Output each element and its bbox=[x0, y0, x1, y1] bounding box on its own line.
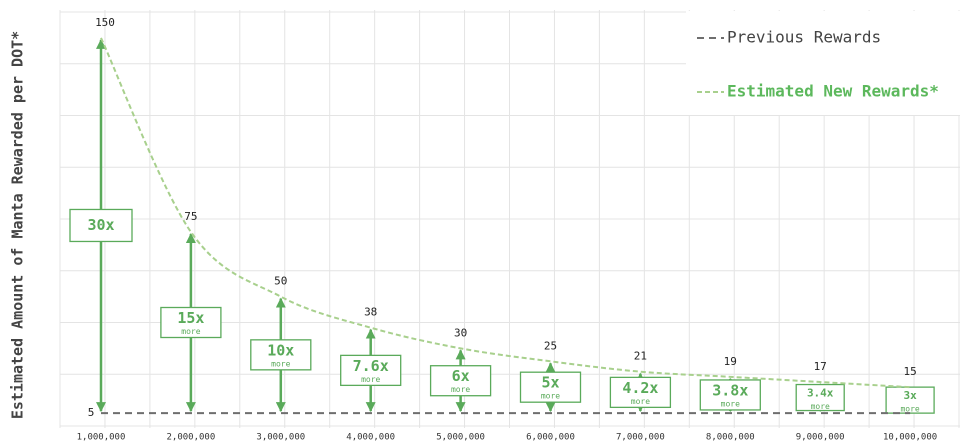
multiplier-sublabel: more bbox=[451, 385, 470, 394]
multiplier-sublabel: more bbox=[271, 359, 290, 368]
multiplier-label: 15x bbox=[177, 309, 204, 327]
multiplier-label: 3x bbox=[903, 389, 917, 402]
multiplier-label: 5x bbox=[541, 374, 559, 392]
legend-background bbox=[686, 11, 960, 115]
multiplier-box bbox=[69, 208, 133, 243]
multiplier-label: 3.4x bbox=[807, 387, 834, 400]
multiplier-box bbox=[519, 371, 582, 403]
multiplier-sublabel: more bbox=[541, 392, 560, 401]
multiplier-sublabel: more bbox=[631, 397, 650, 406]
x-tick-label: 2,000,000 bbox=[167, 433, 216, 443]
multiplier-sublabel: more bbox=[181, 327, 200, 336]
x-tick-label: 7,000,000 bbox=[616, 433, 665, 443]
data-label: 5 bbox=[88, 406, 95, 419]
multiplier-box bbox=[699, 379, 761, 411]
multiplier-box bbox=[160, 306, 222, 339]
x-tick-label: 4,000,000 bbox=[346, 433, 395, 443]
multiplier-box bbox=[250, 339, 312, 371]
x-tick-label: 5,000,000 bbox=[436, 433, 485, 443]
x-tick-label: 9,000,000 bbox=[796, 433, 845, 443]
data-label: 38 bbox=[364, 306, 377, 319]
legend-label: Estimated New Rewards* bbox=[727, 82, 939, 101]
grid bbox=[59, 10, 960, 428]
multiplier-label: 3.8x bbox=[712, 381, 748, 399]
x-tick-label: 1,000,000 bbox=[77, 433, 126, 443]
x-tick-label: 10,000,000 bbox=[883, 433, 937, 443]
x-tick-label: 8,000,000 bbox=[706, 433, 755, 443]
data-label: 15 bbox=[903, 365, 916, 378]
multiplier-label: 10x bbox=[267, 341, 294, 359]
multiplier-sublabel: more bbox=[900, 405, 919, 414]
multiplier-box bbox=[795, 383, 845, 412]
data-label: 50 bbox=[274, 275, 287, 288]
multiplier-label: 30x bbox=[87, 216, 114, 234]
multiplier-label: 7.6x bbox=[353, 357, 389, 375]
multiplier-box bbox=[429, 365, 492, 397]
x-tick-label: 6,000,000 bbox=[526, 433, 575, 443]
data-label: 21 bbox=[634, 350, 647, 363]
x-tick-label: 3,000,000 bbox=[256, 433, 305, 443]
multiplier-box bbox=[340, 354, 402, 387]
multiplier-sublabel: more bbox=[811, 402, 830, 411]
y-axis-label: Estimated Amount of Manta Rewarded per D… bbox=[9, 31, 27, 419]
multiplier-sublabel: more bbox=[361, 375, 380, 384]
data-label: 25 bbox=[544, 339, 557, 352]
multiplier-sublabel: more bbox=[721, 399, 740, 408]
legend-label: Previous Rewards bbox=[727, 28, 881, 47]
series-line bbox=[100, 37, 911, 389]
data-label: 150 bbox=[95, 16, 115, 29]
data-label: 17 bbox=[814, 360, 827, 373]
data-label: 75 bbox=[184, 210, 197, 223]
multiplier-label: 4.2x bbox=[622, 379, 658, 397]
multiplier-box bbox=[609, 376, 672, 409]
data-label: 30 bbox=[454, 326, 467, 339]
multiplier-label: 6x bbox=[452, 367, 470, 385]
data-label: 19 bbox=[724, 355, 737, 368]
